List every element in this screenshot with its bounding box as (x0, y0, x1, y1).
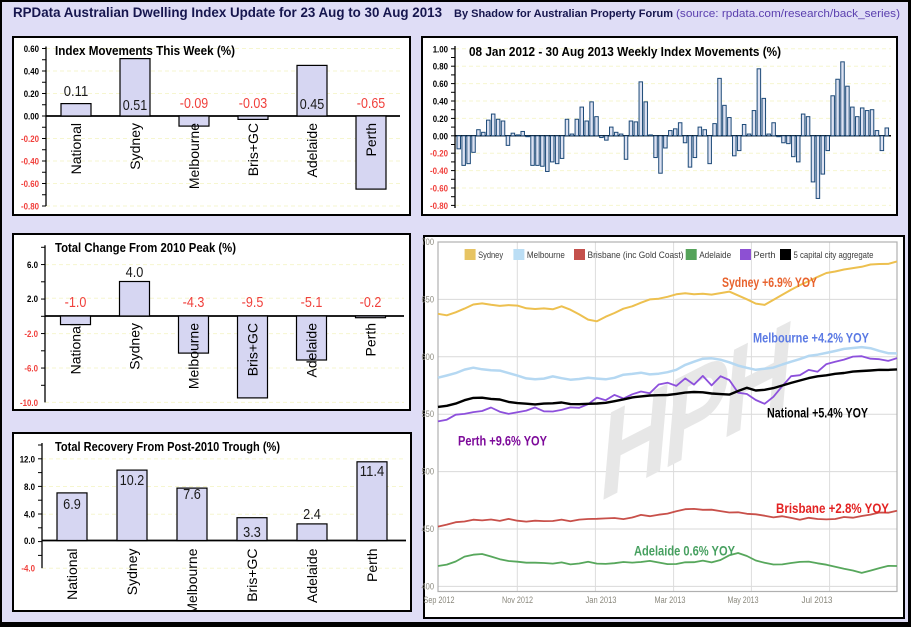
svg-text:RPData Australian Dwelling Ind: RPData Australian Dwelling Index Update … (13, 5, 442, 20)
svg-text:Brisbane (inc Gold Coast): Brisbane (inc Gold Coast) (588, 250, 684, 261)
svg-text:(source: rpdata.com/research/b: (source: rpdata.com/research/back_series… (676, 8, 900, 20)
svg-text:0.80: 0.80 (433, 62, 448, 73)
svg-text:0.20: 0.20 (433, 114, 448, 125)
svg-text:450: 450 (422, 524, 435, 534)
svg-text:Melbourne +4.2% YOY: Melbourne +4.2% YOY (753, 331, 869, 346)
svg-text:0.00: 0.00 (433, 131, 448, 142)
svg-text:Bris+GC: Bris+GC (244, 549, 260, 602)
svg-text:0.45: 0.45 (300, 97, 324, 113)
svg-text:Sydney: Sydney (127, 323, 143, 370)
svg-text:Brisbane +2.8% YOY: Brisbane +2.8% YOY (776, 501, 889, 516)
svg-text:Perth: Perth (754, 250, 776, 261)
svg-text:-0.20: -0.20 (430, 149, 448, 160)
svg-text:Nov 2012: Nov 2012 (502, 595, 533, 605)
svg-text:Melbourne: Melbourne (186, 123, 202, 189)
svg-text:0.0: 0.0 (24, 536, 35, 547)
svg-text:0.60: 0.60 (24, 44, 39, 55)
svg-text:0.51: 0.51 (123, 98, 147, 114)
svg-text:0.00: 0.00 (24, 112, 39, 123)
svg-text:Perth: Perth (364, 549, 380, 582)
svg-text:Melbourne: Melbourne (184, 548, 200, 610)
svg-text:6.9: 6.9 (63, 497, 81, 513)
svg-text:-0.80: -0.80 (430, 201, 448, 212)
svg-text:-4.3: -4.3 (183, 295, 205, 311)
svg-text:400: 400 (422, 581, 435, 591)
svg-text:Perth: Perth (363, 123, 379, 156)
svg-text:-0.20: -0.20 (21, 134, 39, 145)
svg-text:Perth: Perth (363, 323, 379, 356)
svg-text:May 2013: May 2013 (728, 595, 759, 605)
svg-text:Sydney +6.9% YOY: Sydney +6.9% YOY (722, 275, 817, 290)
svg-text:-6.0: -6.0 (24, 364, 38, 375)
svg-text:-1.0: -1.0 (65, 295, 87, 311)
svg-text:550: 550 (422, 409, 435, 419)
svg-text:-9.5: -9.5 (242, 295, 264, 311)
svg-text:Adelaide: Adelaide (304, 323, 320, 378)
svg-text:-4.0: -4.0 (21, 564, 35, 575)
svg-text:-0.60: -0.60 (21, 179, 39, 190)
svg-text:0.40: 0.40 (433, 97, 448, 108)
svg-text:National +5.4% YOY: National +5.4% YOY (767, 406, 868, 421)
svg-text:0.40: 0.40 (24, 67, 39, 78)
svg-text:-0.03: -0.03 (239, 96, 267, 112)
svg-text:Index Movements This Week (%): Index Movements This Week (%) (55, 43, 235, 58)
svg-text:Mar 2013: Mar 2013 (655, 595, 686, 605)
svg-text:Total Recovery From Post-2010: Total Recovery From Post-2010 Trough (%) (55, 439, 280, 454)
svg-text:4.0: 4.0 (126, 265, 144, 281)
svg-text:3.3: 3.3 (243, 525, 261, 541)
svg-text:National: National (68, 123, 84, 174)
svg-text:-0.80: -0.80 (21, 202, 39, 213)
svg-text:HPH: HPH (595, 294, 795, 531)
svg-text:6.0: 6.0 (27, 260, 38, 271)
svg-text:0.20: 0.20 (24, 89, 39, 100)
svg-text:Bris+GC: Bris+GC (245, 323, 261, 376)
svg-text:Total Change From 2010 Peak (%: Total Change From 2010 Peak (%) (55, 240, 236, 255)
svg-text:National: National (64, 549, 80, 600)
svg-text:Perth +9.6% YOY: Perth +9.6% YOY (458, 434, 547, 449)
svg-text:-10.0: -10.0 (20, 398, 38, 409)
svg-text:08 Jan 2012 - 30 Aug 2013 Week: 08 Jan 2012 - 30 Aug 2013 Weekly Index M… (469, 44, 781, 59)
svg-text:8.0: 8.0 (24, 482, 35, 493)
svg-text:5 capital city aggregate: 5 capital city aggregate (794, 250, 874, 261)
svg-text:650: 650 (422, 294, 435, 304)
svg-text:Jan 2013: Jan 2013 (586, 595, 617, 605)
svg-text:By Shadow for Australian Prope: By Shadow for Australian Property Forum (454, 8, 673, 20)
svg-text:Sydney: Sydney (478, 250, 503, 261)
svg-text:2.4: 2.4 (303, 507, 321, 523)
svg-text:-0.09: -0.09 (180, 96, 208, 112)
svg-text:600: 600 (422, 352, 435, 362)
svg-text:700: 700 (422, 237, 435, 247)
svg-text:2.0: 2.0 (27, 294, 38, 305)
svg-text:11.4: 11.4 (360, 464, 384, 480)
svg-text:1.00: 1.00 (433, 44, 448, 55)
svg-text:7.6: 7.6 (183, 487, 201, 503)
svg-text:Jul 2013: Jul 2013 (802, 595, 833, 605)
svg-text:500: 500 (422, 467, 435, 477)
svg-text:10.2: 10.2 (120, 473, 144, 489)
svg-text:-2.0: -2.0 (24, 329, 38, 340)
svg-text:-0.65: -0.65 (357, 96, 385, 112)
svg-text:-0.2: -0.2 (360, 295, 382, 311)
svg-text:Adelaide: Adelaide (304, 123, 320, 178)
svg-text:Adelaide: Adelaide (699, 250, 731, 261)
svg-text:-0.60: -0.60 (430, 184, 448, 195)
svg-text:-0.40: -0.40 (21, 157, 39, 168)
svg-text:Bris+GC: Bris+GC (245, 123, 261, 176)
svg-text:0.60: 0.60 (433, 79, 448, 90)
svg-text:-0.40: -0.40 (430, 166, 448, 177)
svg-text:Sep 2012: Sep 2012 (424, 595, 455, 605)
svg-text:Adelaide 0.6% YOY: Adelaide 0.6% YOY (634, 544, 735, 559)
svg-text:Melbourne: Melbourne (527, 250, 565, 261)
svg-text:4.0: 4.0 (24, 510, 35, 521)
svg-text:12.0: 12.0 (20, 454, 35, 465)
svg-text:Adelaide: Adelaide (304, 548, 320, 603)
svg-text:National: National (68, 323, 84, 374)
svg-text:Sydney: Sydney (124, 549, 140, 596)
svg-text:Melbourne: Melbourne (186, 323, 202, 389)
svg-text:Sydney: Sydney (127, 123, 143, 170)
svg-text:-5.1: -5.1 (301, 295, 323, 311)
svg-text:0.11: 0.11 (64, 84, 88, 100)
